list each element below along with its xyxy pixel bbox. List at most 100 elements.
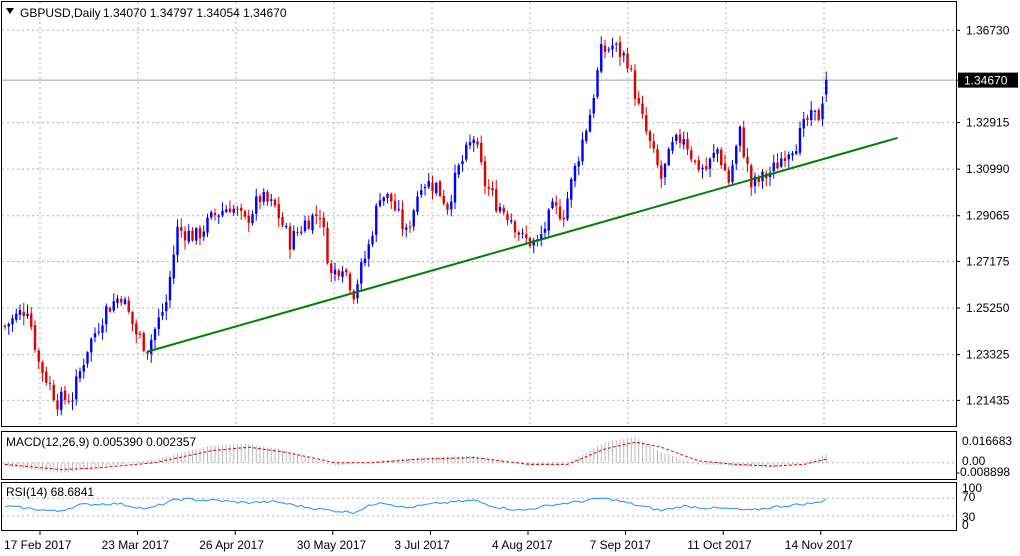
candle-body <box>262 191 265 202</box>
candle-body <box>780 158 783 167</box>
candle-body <box>682 139 685 145</box>
candle-body <box>506 213 509 221</box>
candle-body <box>341 271 344 278</box>
candle-body <box>588 115 592 132</box>
candle-body <box>97 331 100 333</box>
candle-body <box>465 144 468 160</box>
candle-body <box>513 221 517 233</box>
candle-body <box>273 199 277 206</box>
candle-body <box>180 226 183 231</box>
candle-body <box>266 191 269 202</box>
candle-body <box>326 227 329 264</box>
candle-body <box>93 333 97 338</box>
candle-body <box>656 149 659 166</box>
candle-body <box>371 235 374 245</box>
time-tick-label: 23 Mar 2017 <box>102 538 170 552</box>
candle-body <box>120 299 123 303</box>
candle-body <box>378 200 382 206</box>
candle-body <box>671 141 674 151</box>
candle-body <box>630 68 633 70</box>
candle-body <box>810 109 813 121</box>
candle-body <box>330 263 333 274</box>
candle-body <box>333 269 337 275</box>
candle-body <box>753 176 757 186</box>
candle-body <box>798 128 802 153</box>
rsi-panel[interactable] <box>1 482 957 531</box>
candle-body <box>75 376 78 400</box>
candle-body <box>637 97 640 104</box>
candle-body <box>243 211 247 217</box>
candle-body <box>247 215 250 223</box>
candle-body <box>127 300 130 312</box>
candle-body <box>240 207 243 211</box>
price-axis: 1.36730 1.32915 1.30990 1.29065 1.27175 1.252… <box>956 23 1010 407</box>
candle-body <box>686 138 689 150</box>
candle-body <box>195 228 198 241</box>
trendline[interactable] <box>147 136 898 353</box>
candle-body <box>322 217 325 228</box>
candle-body <box>213 213 217 216</box>
candle-body <box>476 141 479 145</box>
candle-body <box>86 352 89 364</box>
candle-body <box>281 217 284 226</box>
candle-body <box>806 117 809 120</box>
price-tick-label: 1.36730 <box>966 23 1010 37</box>
candle-body <box>708 158 712 169</box>
candle-body <box>787 154 790 160</box>
symbol-label: GBPUSD,Daily <box>20 6 101 20</box>
rsi-tick-30: 30 <box>962 510 976 524</box>
candle-body <box>277 204 280 219</box>
candle-body <box>667 149 670 166</box>
candle-body <box>521 232 524 234</box>
candle-body <box>697 160 700 170</box>
candle-body <box>307 220 310 229</box>
time-tick-label: 14 Nov 2017 <box>785 538 853 552</box>
candle-body <box>457 165 460 175</box>
candle-body <box>825 80 828 95</box>
rsi-tick-100: 100 <box>962 481 982 495</box>
candle-body <box>318 217 322 219</box>
candle-body <box>30 313 33 327</box>
candle-body <box>367 244 370 259</box>
candle-body <box>543 228 547 233</box>
candle-body <box>622 53 625 56</box>
dropdown-triangle-icon[interactable] <box>6 8 14 14</box>
current-price-tag <box>958 72 1018 88</box>
candle-body <box>292 230 295 250</box>
candle-body <box>26 313 29 317</box>
candle-body <box>592 98 595 114</box>
macd-histogram <box>4 436 827 474</box>
time-tick-label: 30 May 2017 <box>297 538 367 552</box>
time-tick-label: 11 Oct 2017 <box>687 538 752 552</box>
candle-body <box>431 182 434 192</box>
candle-body <box>138 333 142 335</box>
candle-body <box>461 160 464 165</box>
macd-panel[interactable] <box>1 431 957 480</box>
price-panel[interactable] <box>1 1 957 427</box>
macd-tick-zero: 0.00 <box>962 454 986 468</box>
candle-body <box>146 351 149 354</box>
candle-body <box>22 311 25 316</box>
candle-body <box>540 234 543 240</box>
candle-body <box>210 212 213 218</box>
macd-label: MACD(12,26,9) 0.005390 0.002357 <box>6 435 196 449</box>
candle-body <box>375 205 378 236</box>
candle-body <box>453 172 457 203</box>
candle-body <box>172 254 175 279</box>
candle-body <box>577 161 580 167</box>
candle-body <box>352 290 355 300</box>
candle-body <box>517 232 520 235</box>
candle-body <box>495 189 498 212</box>
candle-body <box>303 220 307 232</box>
candle-body <box>135 323 138 335</box>
candle-body <box>285 225 288 227</box>
candle-body <box>645 115 648 132</box>
candle-body <box>675 134 678 141</box>
candle-body <box>555 202 558 206</box>
candle-body <box>157 317 160 330</box>
candle-body <box>82 365 85 372</box>
candle-body <box>41 362 44 373</box>
candle-body <box>45 371 48 383</box>
candle-body <box>7 324 10 327</box>
candle-body <box>450 201 453 210</box>
